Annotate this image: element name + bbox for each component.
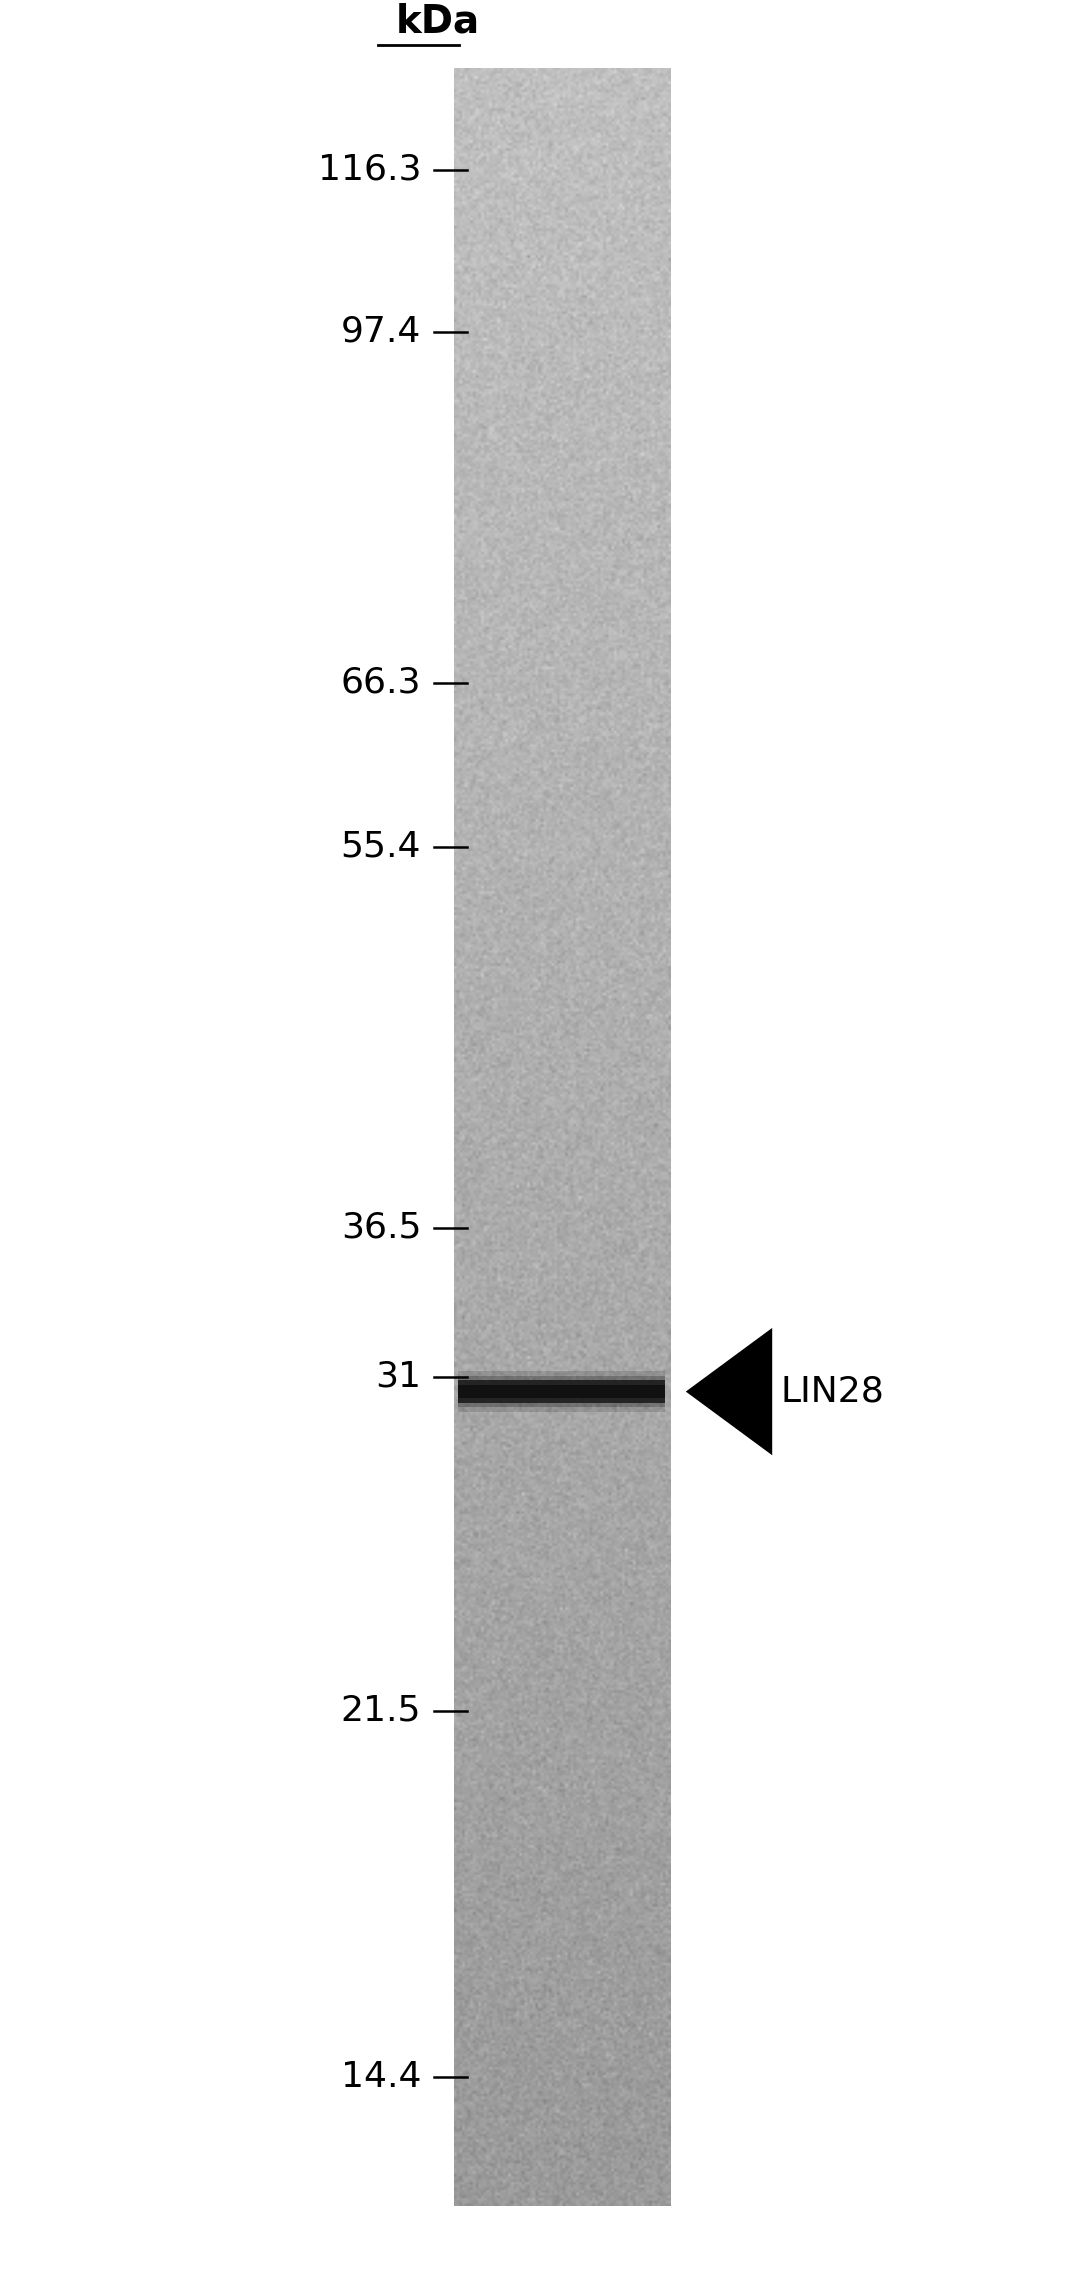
Text: 66.3: 66.3 (340, 666, 421, 700)
Text: 36.5: 36.5 (340, 1210, 421, 1244)
Bar (458, 1385, 665, 1399)
Text: 31: 31 (375, 1360, 421, 1394)
Text: 55.4: 55.4 (340, 830, 421, 864)
Bar (458, 1376, 665, 1408)
Bar (458, 1371, 665, 1412)
Text: LIN28: LIN28 (781, 1373, 885, 1408)
Text: 97.4: 97.4 (341, 314, 421, 348)
Text: kDa: kDa (395, 2, 480, 41)
Text: 14.4: 14.4 (340, 2060, 421, 2094)
Text: 116.3: 116.3 (318, 152, 421, 186)
Text: 21.5: 21.5 (340, 1694, 421, 1728)
Polygon shape (686, 1328, 772, 1455)
Bar (458, 1380, 665, 1403)
